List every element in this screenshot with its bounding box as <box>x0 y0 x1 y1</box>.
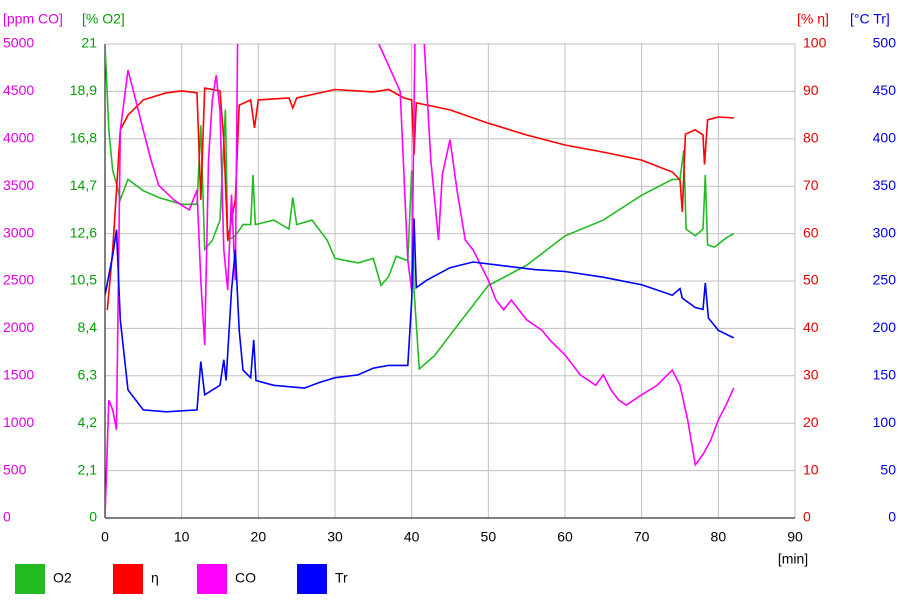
y-tick-label: 18,9 <box>70 82 97 98</box>
y-tick-label: 3500 <box>3 177 34 193</box>
legend-label: CO <box>235 570 256 586</box>
y-tick-label: 200 <box>873 319 897 335</box>
x-axis-label: [min] <box>778 551 808 567</box>
legend-label: η <box>151 570 159 586</box>
x-tick-label: 30 <box>327 529 343 545</box>
labels: 0 10 20 30 40 50 60 70 80 90[min][ppm CO]05001000… <box>3 11 896 594</box>
axis-title: [°C Tr] <box>850 11 890 27</box>
y-tick-label: 10 <box>803 461 819 477</box>
y-tick-label: 2000 <box>3 319 34 335</box>
y-tick-label: 0 <box>803 509 811 525</box>
x-tick-label: 40 <box>404 529 420 545</box>
y-tick-label: 2500 <box>3 272 34 288</box>
series-line <box>105 218 735 413</box>
legend-label: Tr <box>335 570 348 586</box>
x-tick-label: 60 <box>557 529 573 545</box>
series-layer <box>105 44 735 518</box>
x-tick-label: 70 <box>634 529 650 545</box>
y-tick-label: 450 <box>873 82 897 98</box>
y-tick-label: 30 <box>803 367 819 383</box>
y-tick-label: 6,3 <box>78 367 98 383</box>
y-tick-label: 12,6 <box>70 224 97 240</box>
legend-label: O2 <box>53 570 72 586</box>
y-tick-label: 4,2 <box>78 414 98 430</box>
y-tick-label: 1500 <box>3 367 34 383</box>
y-tick-label: 10,5 <box>70 272 97 288</box>
y-tick-label: 4500 <box>3 82 34 98</box>
y-tick-label: 21 <box>81 35 97 51</box>
y-tick-label: 80 <box>803 130 819 146</box>
series-line <box>105 44 735 371</box>
y-tick-label: 100 <box>873 414 897 430</box>
y-tick-label: 70 <box>803 177 819 193</box>
y-tick-label: 300 <box>873 224 897 240</box>
y-tick-label: 40 <box>803 319 819 335</box>
y-tick-label: 20 <box>803 414 819 430</box>
legend-swatch <box>297 564 327 594</box>
y-tick-label: 0 <box>888 509 896 525</box>
axis-title: [% O2] <box>82 11 125 27</box>
y-tick-label: 3000 <box>3 224 34 240</box>
y-tick-label: 400 <box>873 130 897 146</box>
x-tick-label: 10 <box>174 529 190 545</box>
x-tick-label: 20 <box>251 529 267 545</box>
y-tick-label: 150 <box>873 367 897 383</box>
x-tick-label: 80 <box>711 529 727 545</box>
y-tick-label: 0 <box>89 509 97 525</box>
y-tick-label: 0 <box>3 509 11 525</box>
x-tick-label: 50 <box>481 529 497 545</box>
y-tick-label: 2,1 <box>78 461 98 477</box>
y-tick-label: 250 <box>873 272 897 288</box>
x-tick-label: 0 <box>101 529 109 545</box>
y-tick-label: 5000 <box>3 35 34 51</box>
series-line <box>106 87 734 310</box>
y-tick-label: 8,4 <box>78 319 98 335</box>
y-tick-label: 500 <box>3 461 27 477</box>
x-tick-label: 90 <box>787 529 803 545</box>
series-line <box>105 44 735 518</box>
legend-swatch <box>113 564 143 594</box>
axis-title: [ppm CO] <box>3 11 63 27</box>
y-tick-label: 50 <box>803 272 819 288</box>
y-tick-label: 60 <box>803 224 819 240</box>
y-tick-label: 350 <box>873 177 897 193</box>
y-tick-label: 100 <box>803 35 827 51</box>
y-tick-label: 1000 <box>3 414 34 430</box>
legend-swatch <box>15 564 45 594</box>
y-tick-label: 500 <box>873 35 897 51</box>
y-tick-label: 50 <box>880 461 896 477</box>
legend-swatch <box>197 564 227 594</box>
axis-title: [% η] <box>797 11 829 27</box>
y-tick-label: 14,7 <box>70 177 97 193</box>
y-tick-label: 90 <box>803 82 819 98</box>
y-tick-label: 4000 <box>3 130 34 146</box>
y-tick-label: 16,8 <box>70 130 97 146</box>
